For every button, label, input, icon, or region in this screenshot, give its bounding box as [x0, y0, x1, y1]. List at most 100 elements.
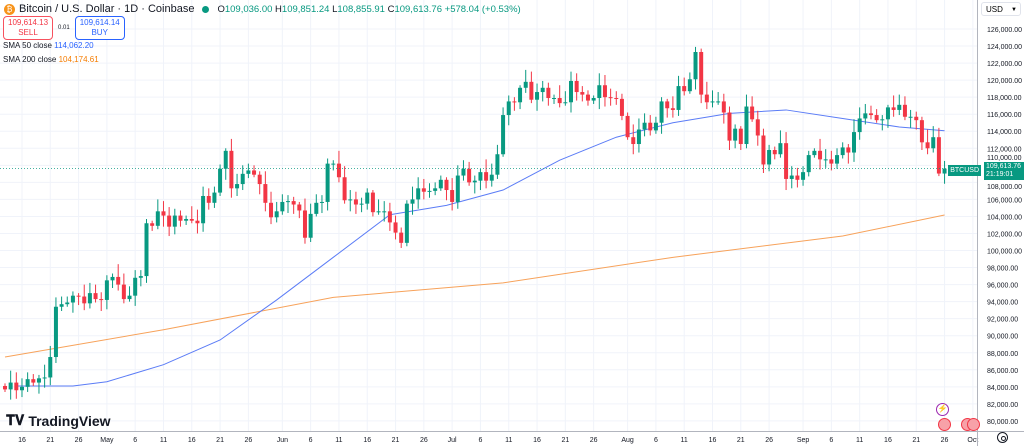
- candle-body: [161, 211, 166, 216]
- time-tick-label: 11: [335, 437, 342, 444]
- candle-body: [710, 101, 715, 103]
- candle-body: [421, 188, 426, 192]
- candle-body: [438, 179, 443, 189]
- candle-body: [897, 104, 902, 110]
- candle-body: [931, 137, 936, 149]
- us-flag-event-icon[interactable]: [967, 418, 980, 431]
- price-tick-label: 84,000.00: [987, 385, 1018, 392]
- candle-body: [359, 203, 364, 205]
- candle-body: [818, 150, 823, 160]
- candle-body: [874, 115, 879, 121]
- candle-body: [727, 112, 732, 141]
- price-tick-label: 104,000.00: [987, 214, 1022, 221]
- buy-button[interactable]: 109,614.14 BUY: [74, 16, 125, 40]
- symbol-title[interactable]: Bitcoin / U.S. Dollar · 1D · Coinbase: [19, 3, 195, 15]
- time-tick-label: 6: [309, 437, 313, 444]
- time-tick-label: 21: [392, 437, 400, 444]
- candle-body: [25, 379, 30, 387]
- candle-body: [823, 159, 828, 161]
- chevron-down-icon: ▼: [1011, 7, 1017, 13]
- time-tick-label: 21: [912, 437, 920, 444]
- currency-dropdown[interactable]: USD ▼: [981, 2, 1021, 16]
- candle-body: [257, 174, 262, 185]
- candle-body: [444, 179, 449, 191]
- time-tick-label: 21: [46, 437, 54, 444]
- candle-body: [540, 87, 545, 93]
- time-tick-label: 16: [18, 437, 26, 444]
- candle-body: [104, 280, 109, 300]
- candle-body: [642, 122, 647, 130]
- candle-body: [591, 98, 596, 101]
- candle-body: [597, 85, 602, 99]
- candle-body: [42, 377, 47, 379]
- candle-body: [427, 190, 432, 192]
- candle-body: [342, 177, 347, 201]
- candle-body: [563, 102, 568, 104]
- candle-body: [789, 175, 794, 179]
- time-tick-label: 16: [533, 437, 541, 444]
- candle-body: [331, 163, 336, 165]
- candle-body: [840, 147, 845, 156]
- candle-body: [755, 119, 760, 136]
- time-tick-label: 26: [765, 437, 773, 444]
- lightning-event-icon[interactable]: ⚡: [936, 403, 949, 416]
- settings-gear-icon[interactable]: [997, 432, 1008, 443]
- candle-body: [653, 122, 658, 131]
- candle-body: [614, 98, 619, 100]
- candle-body: [87, 293, 92, 304]
- candle-body: [246, 170, 251, 174]
- candle-body: [665, 101, 670, 109]
- indicator-sma50[interactable]: SMA 50 close 114,062.20: [3, 41, 94, 50]
- candle-body: [914, 116, 919, 121]
- symbol-legend: ₿ Bitcoin / U.S. Dollar · 1D · Coinbase …: [4, 3, 521, 15]
- candle-body: [585, 94, 590, 101]
- candle-body: [410, 199, 415, 204]
- time-tick-label: 11: [160, 437, 167, 444]
- candle-body: [133, 277, 138, 296]
- candle-body: [291, 201, 296, 205]
- candle-body: [489, 174, 494, 181]
- indicator-sma200[interactable]: SMA 200 close 104,174.61: [3, 55, 99, 64]
- candle-body: [65, 302, 70, 305]
- candle-body: [472, 180, 477, 183]
- candle-body: [195, 220, 200, 224]
- candle-body: [857, 118, 862, 133]
- candle-body: [891, 107, 896, 110]
- candle-body: [812, 150, 817, 156]
- last-price-badge: 109,613.76 21:19:01: [984, 162, 1024, 180]
- candle-body: [659, 101, 664, 123]
- candle-body: [772, 149, 777, 155]
- candle-body: [286, 201, 290, 203]
- candle-body: [880, 119, 885, 121]
- candle-body: [36, 378, 41, 383]
- candle-body: [602, 85, 607, 98]
- candle-body: [155, 211, 160, 226]
- candle-body: [478, 172, 483, 181]
- candle-body: [393, 222, 398, 233]
- candle-body: [59, 304, 64, 307]
- us-flag-event-icon[interactable]: [938, 418, 951, 431]
- price-tick-label: 112,000.00: [987, 146, 1022, 153]
- sma200-line: [4, 214, 945, 358]
- candle-body: [252, 170, 257, 175]
- candle-body: [868, 113, 873, 116]
- candle-body: [569, 80, 573, 103]
- tradingview-logo-icon: 𝐓𝐕: [6, 412, 25, 428]
- candle-body: [574, 80, 579, 93]
- candle-body: [99, 299, 104, 301]
- candle-body: [925, 142, 930, 149]
- candle-body: [138, 276, 143, 278]
- time-tick-label: 21: [216, 437, 224, 444]
- time-tick-label: 26: [590, 437, 598, 444]
- time-tick-label: 26: [420, 437, 428, 444]
- candle-body: [189, 218, 194, 221]
- time-tick-label: 26: [941, 437, 949, 444]
- candle-body: [240, 173, 245, 185]
- time-tick-label: Aug: [621, 437, 634, 444]
- candle-body: [31, 379, 36, 383]
- candle-body: [302, 210, 307, 238]
- candle-body: [121, 284, 126, 300]
- sell-button[interactable]: 109,614.13 SELL: [3, 16, 53, 40]
- tradingview-logo[interactable]: 𝐓𝐕 TradingView: [6, 412, 111, 429]
